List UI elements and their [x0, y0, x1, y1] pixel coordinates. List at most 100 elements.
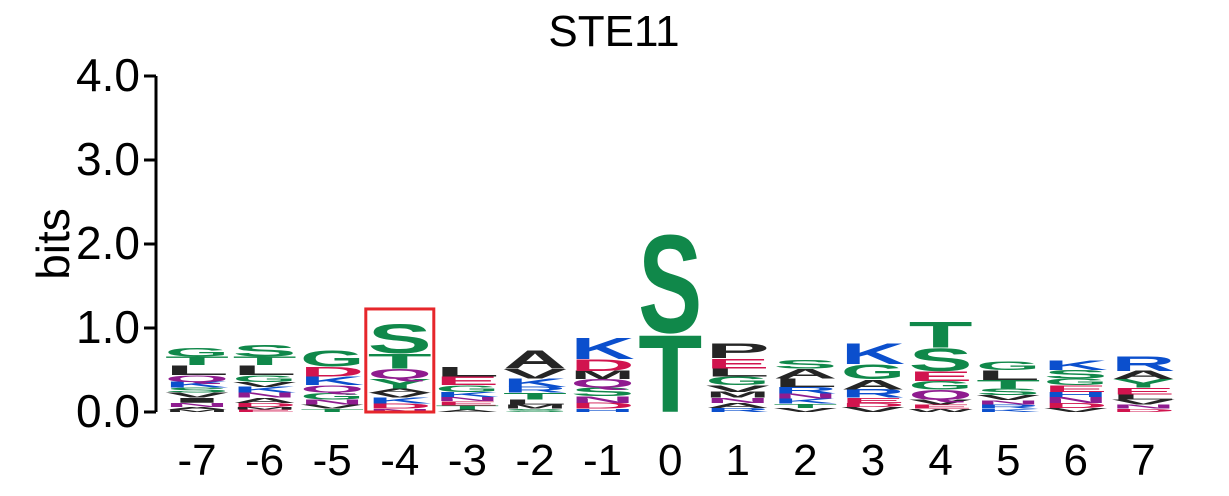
logo-letter: G	[841, 361, 905, 384]
logo-letter: A	[165, 406, 229, 410]
logo-letter: Q	[165, 373, 229, 383]
logo-letter: Q	[909, 387, 973, 403]
logo-letter: E	[1111, 386, 1175, 396]
logo-letter: V	[300, 403, 364, 410]
logo-letter: N	[1111, 403, 1175, 410]
logo-letter: D	[300, 364, 364, 380]
logo-letter: G	[300, 391, 364, 401]
logo-letter: N	[435, 396, 499, 403]
logo-letter: N	[165, 402, 229, 409]
logo-letter: D	[1111, 408, 1175, 413]
logo-letter: H	[1044, 391, 1108, 399]
logo-letter: N	[300, 398, 364, 406]
logo-letter: L	[233, 362, 297, 378]
logo-letter: A	[706, 402, 770, 410]
logo-letter: G	[165, 346, 229, 359]
logo-letter: N	[571, 394, 635, 404]
logo-letter: L	[706, 366, 770, 379]
logo-letter: E	[1044, 384, 1108, 394]
x-axis-tick-label: 2	[793, 436, 817, 485]
logo-letter: G	[300, 346, 364, 372]
logo-letter: V	[503, 366, 568, 382]
logo-letter: T	[368, 350, 432, 373]
logo-letter: R	[503, 385, 567, 394]
logo-letter: A	[773, 366, 837, 382]
logo-letter: S	[1044, 368, 1108, 381]
logo-letter: D	[233, 402, 297, 409]
logo-letter: A	[503, 345, 567, 373]
logo-letter: H	[571, 408, 635, 413]
x-axis-tick-label: 7	[1131, 436, 1155, 485]
logo-letter: Y	[1111, 377, 1175, 390]
x-axis-tick-label: 6	[1064, 436, 1088, 485]
chart-title: STE11	[548, 7, 679, 56]
logo-letter: S	[571, 386, 635, 399]
logo-letter: D	[368, 402, 432, 410]
logo-letter: G	[233, 373, 297, 383]
y-axis: 0.0 1.0 2.0 3.0 4.0	[76, 49, 158, 437]
y-axis-tick-label: 4.0	[76, 49, 140, 101]
logo-letter: R	[773, 385, 837, 395]
logo-letter: Y	[368, 376, 432, 392]
logo-letter: N	[706, 397, 770, 405]
logo-letter: M	[706, 390, 770, 399]
logo-letter: V	[165, 391, 229, 399]
logo-letter: T	[773, 403, 837, 410]
logo-letter: K	[233, 385, 297, 394]
logo-letter: G	[909, 379, 973, 392]
logo-letter: K	[435, 391, 499, 399]
logo-letter: V	[706, 384, 770, 394]
logo-letter: K	[571, 332, 635, 366]
logo-letter: R	[841, 387, 905, 400]
x-axis-tick-label: 4	[928, 436, 952, 485]
highlight-box	[364, 307, 436, 414]
logo-letter: V	[1044, 407, 1108, 414]
logo-letter: N	[368, 408, 432, 413]
logo-letter: M	[233, 406, 297, 410]
logo-letter: K	[1044, 357, 1108, 373]
x-axis-tick-label: -6	[245, 436, 284, 485]
logo-letter: S	[909, 341, 973, 377]
x-axis-tick-label: 3	[861, 436, 885, 485]
logo-letter: L	[503, 398, 567, 406]
logo-letter: E	[706, 356, 770, 372]
logo-letter: L	[165, 362, 229, 378]
logo-letter: A	[368, 387, 432, 394]
x-axis-tick-label: 0	[658, 436, 682, 485]
logo-letter: D	[571, 356, 635, 374]
y-axis-tick-label: 2.0	[76, 217, 140, 269]
logo-letter: Q	[368, 366, 432, 382]
logo-letter: K	[165, 380, 229, 389]
logo-letter: R	[1111, 352, 1175, 375]
logo-letter: M	[503, 403, 567, 410]
logo-letter: T	[300, 408, 364, 413]
logo-letter: S	[976, 387, 1040, 397]
logo-letter: T	[165, 355, 229, 368]
logo-letter: V	[1111, 398, 1175, 406]
logo-letter: A	[233, 397, 297, 405]
logo-letter: S	[503, 408, 567, 413]
logo-letter: G	[976, 360, 1040, 373]
y-axis-tick-label: 0.0	[76, 385, 140, 437]
y-axis-tick-label: 3.0	[76, 133, 140, 185]
logo-letter: E	[435, 400, 499, 407]
logo-letter: D	[1044, 402, 1108, 410]
logo-letter: N	[233, 391, 297, 399]
logo-letter: G	[435, 384, 499, 394]
logo-letter: T	[909, 314, 973, 356]
logo-letter: A	[435, 409, 499, 413]
x-axis-tick-label: -5	[313, 436, 352, 485]
x-axis-tick-label: 5	[996, 436, 1020, 485]
logo-letter: V	[909, 398, 973, 406]
x-axis-tick-label: -7	[177, 436, 216, 485]
logo-letter: V	[233, 381, 297, 389]
logo-letter: L	[976, 368, 1040, 384]
logo-letter: K	[773, 397, 837, 405]
x-axis-tick-label: -1	[583, 436, 622, 485]
logo-letter: S	[638, 206, 702, 363]
logo-letter: E	[909, 403, 973, 410]
logo-letter: T	[233, 355, 297, 368]
logo-letter: P	[706, 340, 770, 363]
